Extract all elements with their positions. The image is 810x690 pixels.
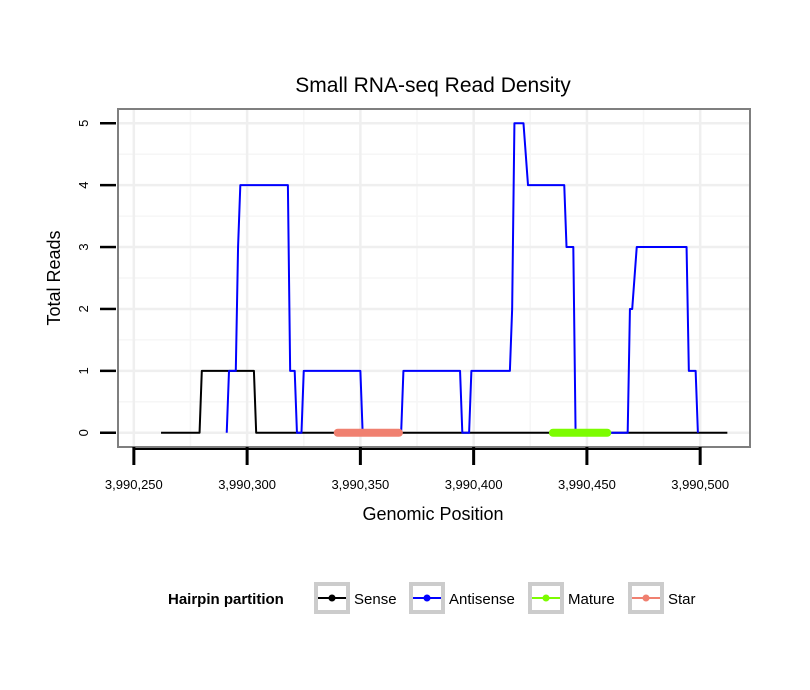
legend-label: Sense	[354, 591, 397, 608]
chart-title: Small RNA-seq Read Density	[295, 74, 571, 97]
legend-item-star: Star	[628, 582, 696, 614]
series-layer	[161, 122, 728, 437]
y-axis: 0 1 2 3 4 5	[76, 120, 116, 436]
x-tick-label: 3,990,400	[445, 477, 503, 492]
x-tick-label: 3,990,450	[558, 477, 616, 492]
legend-key-point	[542, 594, 550, 602]
x-tick-label: 3,990,500	[671, 477, 729, 492]
x-axis-label: Genomic Position	[362, 504, 503, 524]
legend-key-point	[328, 594, 336, 602]
legend-label: Star	[668, 591, 696, 608]
y-tick-label: 5	[76, 120, 91, 127]
legend-title: Hairpin partition	[168, 591, 284, 608]
x-tick-label: 3,990,250	[105, 477, 163, 492]
y-tick-label: 4	[76, 182, 91, 189]
y-tick-label: 2	[76, 305, 91, 312]
y-tick-label: 3	[76, 243, 91, 250]
series-line-antisense	[225, 122, 699, 434]
x-axis: 3,990,250 3,990,300 3,990,350 3,990,400 3,99…	[105, 447, 729, 492]
panel-border	[117, 108, 751, 448]
x-tick-label: 3,990,350	[331, 477, 389, 492]
y-axis-label: Total Reads	[44, 230, 64, 325]
legend-key-point	[642, 594, 650, 602]
legend-label: Mature	[568, 591, 615, 608]
legend-item-antisense: Antisense	[409, 582, 515, 614]
legend-item-sense: Sense	[314, 582, 397, 614]
legend-label: Antisense	[449, 591, 515, 608]
x-tick-label: 3,990,300	[218, 477, 276, 492]
legend-key-point	[423, 594, 431, 602]
legend-items: Sense Antisense Mature Star	[314, 582, 696, 614]
y-tick-label: 0	[76, 429, 91, 436]
legend-item-mature: Mature	[528, 582, 615, 614]
y-tick-label: 1	[76, 367, 91, 374]
legend: Hairpin partition Sense Antisense Mature St…	[168, 582, 696, 614]
